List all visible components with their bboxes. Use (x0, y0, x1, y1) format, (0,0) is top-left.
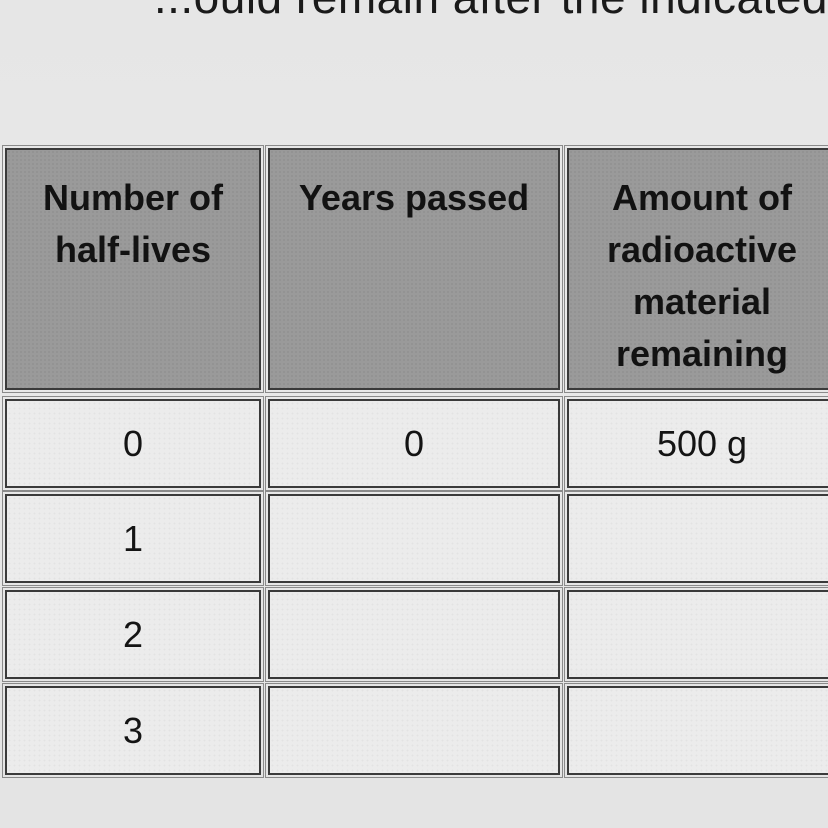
table-cell-half-lives: 0 (2, 396, 264, 491)
table-cell-half-lives: 1 (2, 491, 264, 586)
header-line: Number of (43, 177, 223, 218)
header-years-passed: Years passed (265, 145, 563, 393)
table-cell-years (265, 587, 563, 682)
table-cell-amount: 500 g (564, 396, 828, 491)
header-line: half-lives (54, 229, 212, 270)
header-amount-remaining: Amount of radioactive material remaining (564, 145, 828, 393)
table-cell-half-lives: 2 (2, 587, 264, 682)
table-cell-amount (564, 491, 828, 586)
header-line: radioactive (606, 229, 798, 270)
header-number-of-half-lives: Number of half-lives (2, 145, 264, 393)
table-cell-amount (564, 587, 828, 682)
header-line: material (632, 281, 772, 322)
table-cell-years (265, 683, 563, 778)
table-cell-amount (564, 683, 828, 778)
table-cell-years (265, 491, 563, 586)
cut-off-instruction-text: ...ould remain after the indicated (0, 0, 828, 24)
header-line: Amount of (612, 177, 792, 218)
header-line: remaining (615, 333, 789, 374)
table-cell-half-lives: 3 (2, 683, 264, 778)
header-line: Years passed (298, 177, 530, 218)
table-cell-years: 0 (265, 396, 563, 491)
